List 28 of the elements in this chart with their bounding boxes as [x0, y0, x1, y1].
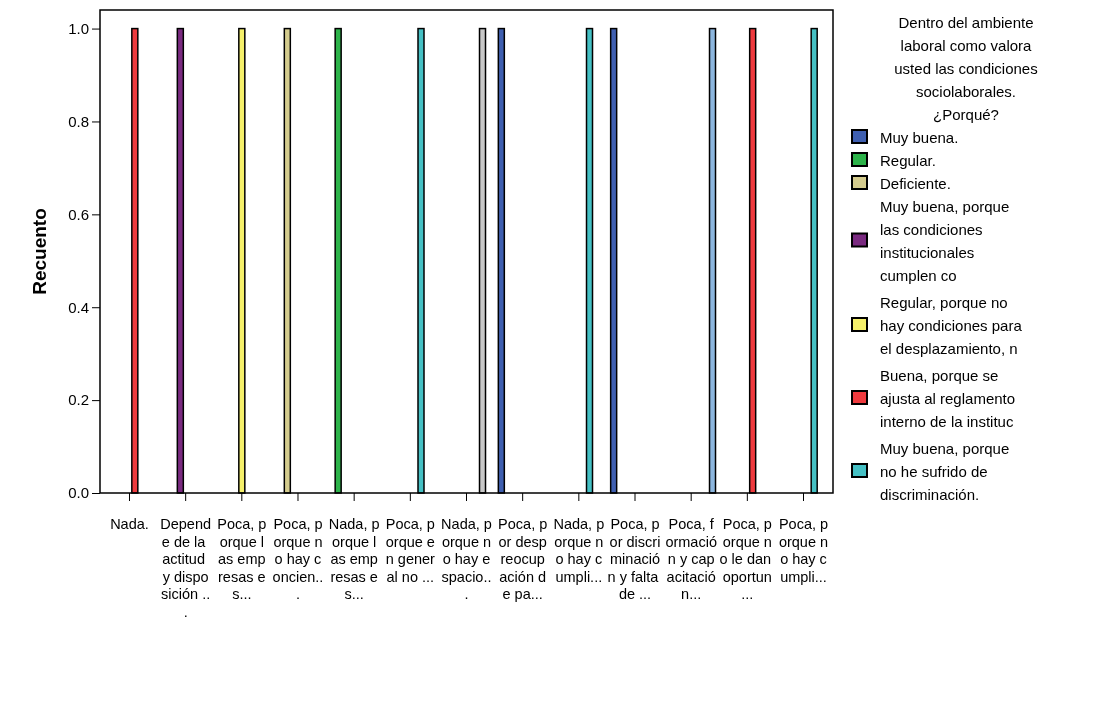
- y-tick-label: 0.8: [68, 112, 89, 130]
- x-tick-label: Poca, por discriminación y falta de ...: [607, 516, 663, 602]
- x-tick-label: Nada, porque las empresas es...: [328, 516, 380, 602]
- x-tick-label: Depende de la actitud y disposición ...: [160, 516, 212, 620]
- y-tick-label: 0.0: [68, 484, 89, 502]
- x-tick-label: Nada, porque no hay espacio...: [441, 516, 492, 602]
- y-tick-label: 0.4: [68, 298, 89, 316]
- x-tick-label: Poca, porque no le dan oportun...: [719, 516, 776, 602]
- y-tick-label: 1.0: [68, 19, 89, 37]
- y-tick-label: 0.6: [68, 205, 89, 223]
- legend-label: Muy buena, porque no he sufrido de discriminación.: [880, 440, 1010, 503]
- legend-label: Muy buena.: [880, 129, 959, 146]
- x-tick-label: Nada, porque no hay cumpli...: [553, 516, 605, 585]
- legend-title: Dentro del ambiente laboral como valora usted las condiciones sociolaborales. ¿Porqué?: [894, 14, 1038, 123]
- x-tick-label: Nada.: [110, 516, 149, 532]
- y-tick-label: 0.2: [68, 391, 89, 409]
- x-tick-label: Poca, porque no hay cumpli...: [778, 516, 829, 585]
- legend-label: Buena, porque se ajusta al reglamento interno de la instituc: [880, 367, 1016, 430]
- x-tick-label: Poca, por despreocupación de pa...: [498, 516, 548, 602]
- x-tick-label: Poca, porque en general no ...: [385, 516, 436, 585]
- legend-label: Regular, porque no hay condiciones para el desplazamiento, n: [880, 294, 1023, 357]
- legend-label: Deficiente.: [880, 175, 951, 192]
- x-tick-label: Poca, porque no hay concien...: [272, 516, 324, 602]
- x-tick-label: Poca, formación y capacitación...: [665, 516, 717, 602]
- legend-label: Muy buena, porque las condiciones institucionales cumplen co: [880, 198, 1010, 284]
- legend-label: Regular.: [880, 152, 936, 169]
- y-axis-title: Recuento: [29, 208, 50, 295]
- x-tick-label: Poca, porque las empresas es...: [217, 516, 267, 602]
